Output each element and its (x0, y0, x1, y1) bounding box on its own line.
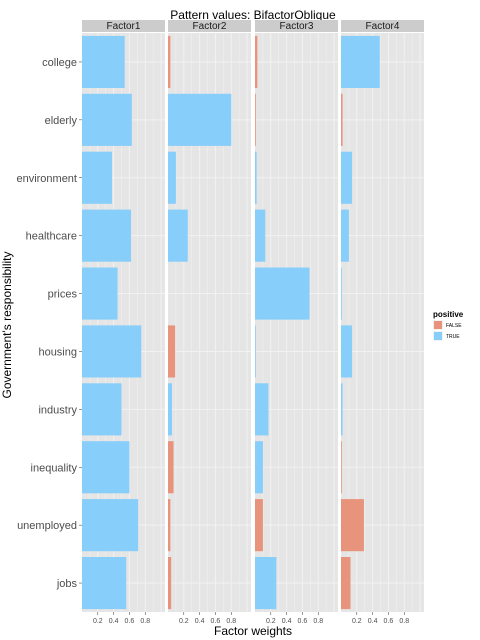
bar-housing (82, 325, 142, 378)
panel-factor4: Factor4 0.2 0.4 0.6 0.8 (341, 20, 424, 625)
y-axis-title: Government's responsibility (0, 251, 14, 398)
x-tick-label: 0.4 (368, 618, 378, 625)
bar-prices (82, 267, 118, 320)
bar-unemployed (255, 499, 263, 552)
bar-college (341, 35, 380, 89)
bar-inequality (168, 441, 174, 494)
bar-inequality (255, 441, 263, 494)
bar-industry (168, 383, 172, 436)
panel-background (255, 33, 338, 612)
y-label-college: college (42, 57, 77, 69)
bar-jobs (82, 556, 127, 610)
x-tick-label: 0.4 (109, 618, 119, 625)
bar-healthcare (255, 209, 266, 262)
bar-healthcare (168, 209, 188, 262)
y-label-environment: environment (16, 173, 77, 185)
bar-elderly (341, 93, 343, 146)
strip-background (255, 20, 338, 32)
y-label-housing: housing (38, 346, 77, 358)
bar-prices (341, 267, 342, 320)
bar-college (255, 35, 258, 89)
x-tick-label: 0.6 (211, 618, 221, 625)
bar-industry (255, 383, 269, 436)
panel-factor1: Factor1 0.2 0.4 0.6 0.8 (82, 20, 165, 625)
bar-environment (341, 151, 353, 204)
bar-unemployed (168, 499, 171, 552)
x-tick-label: 0.6 (298, 618, 308, 625)
x-tick-label: 0.8 (399, 618, 409, 625)
y-label-healthcare: healthcare (26, 231, 77, 243)
strip-label: Factor3 (280, 21, 314, 32)
bar-elderly (168, 93, 232, 146)
bar-jobs (341, 556, 351, 610)
chart-title: Pattern values: BifactorOblique (170, 8, 336, 22)
legend-title: positive (433, 310, 464, 319)
y-label-elderly: elderly (45, 115, 78, 127)
bar-jobs (255, 556, 277, 610)
panel-factor3: Factor3 0.2 0.4 0.6 0.8 (255, 20, 338, 625)
strip-background (82, 20, 165, 32)
legend-label: FALSE (446, 323, 462, 329)
bar-industry (341, 383, 343, 436)
bar-environment (255, 151, 257, 204)
bar-inequality (341, 441, 342, 494)
legend-label: TRUE (446, 334, 460, 340)
strip-label: Factor2 (193, 21, 227, 32)
legend: positive FALSE TRUE (433, 310, 464, 341)
y-axis-labels: college elderly environment healthcare price… (16, 57, 82, 590)
x-tick-label: 0.2 (179, 618, 189, 625)
legend-key-true (434, 332, 442, 340)
bar-healthcare (82, 209, 132, 262)
x-tick-label: 0.2 (352, 618, 362, 625)
bar-unemployed (82, 499, 139, 552)
x-tick-label: 0.2 (93, 618, 103, 625)
bar-environment (168, 151, 176, 204)
y-label-prices: prices (48, 289, 78, 301)
legend-key-false (434, 321, 442, 329)
bar-prices (255, 267, 310, 320)
bar-unemployed (341, 499, 364, 552)
strip-background (341, 20, 424, 32)
bar-college (168, 35, 171, 89)
x-tick-label: 0.2 (266, 618, 276, 625)
bar-jobs (168, 556, 172, 610)
x-axis-title: Factor weights (214, 624, 292, 638)
strip-label: Factor1 (107, 21, 141, 32)
x-tick-label: 0.4 (282, 618, 292, 625)
bar-college (82, 35, 125, 89)
x-tick-label: 0.8 (140, 618, 150, 625)
x-tick-label: 0.6 (125, 618, 135, 625)
bar-industry (82, 383, 122, 436)
bar-environment (82, 151, 113, 204)
strip-label: Factor4 (366, 21, 400, 32)
bar-housing (255, 325, 256, 378)
y-label-industry: industry (38, 404, 77, 416)
panel-factor2: Factor2 0.2 0.4 0.6 0.8 (168, 20, 251, 625)
bar-housing (341, 325, 353, 378)
y-label-unemployed: unemployed (17, 520, 77, 532)
x-tick-label: 0.4 (195, 618, 205, 625)
bar-elderly (82, 93, 132, 146)
y-label-jobs: jobs (56, 578, 78, 590)
bar-healthcare (341, 209, 349, 262)
x-tick-label: 0.8 (313, 618, 323, 625)
x-tick-label: 0.8 (226, 618, 236, 625)
y-label-inequality: inequality (31, 462, 78, 474)
strip-background (168, 20, 251, 32)
x-tick-label: 0.6 (384, 618, 394, 625)
bar-inequality (82, 441, 130, 494)
bar-housing (168, 325, 176, 378)
bar-elderly (255, 93, 256, 146)
